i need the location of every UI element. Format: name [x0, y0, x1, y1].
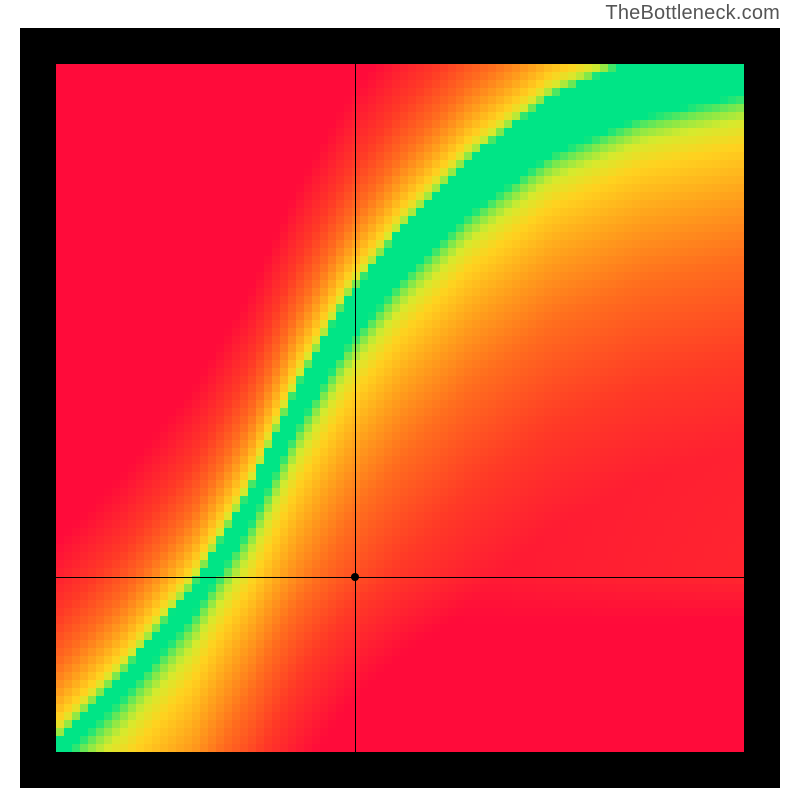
heatmap-plot-area	[56, 64, 744, 752]
crosshair-vertical-line	[355, 64, 356, 752]
watermark-text: TheBottleneck.com	[605, 2, 780, 25]
crosshair-horizontal-line	[56, 577, 744, 578]
crosshair-marker-dot	[351, 573, 359, 581]
heatmap-canvas	[56, 64, 744, 752]
page-root: TheBottleneck.com	[0, 0, 800, 800]
